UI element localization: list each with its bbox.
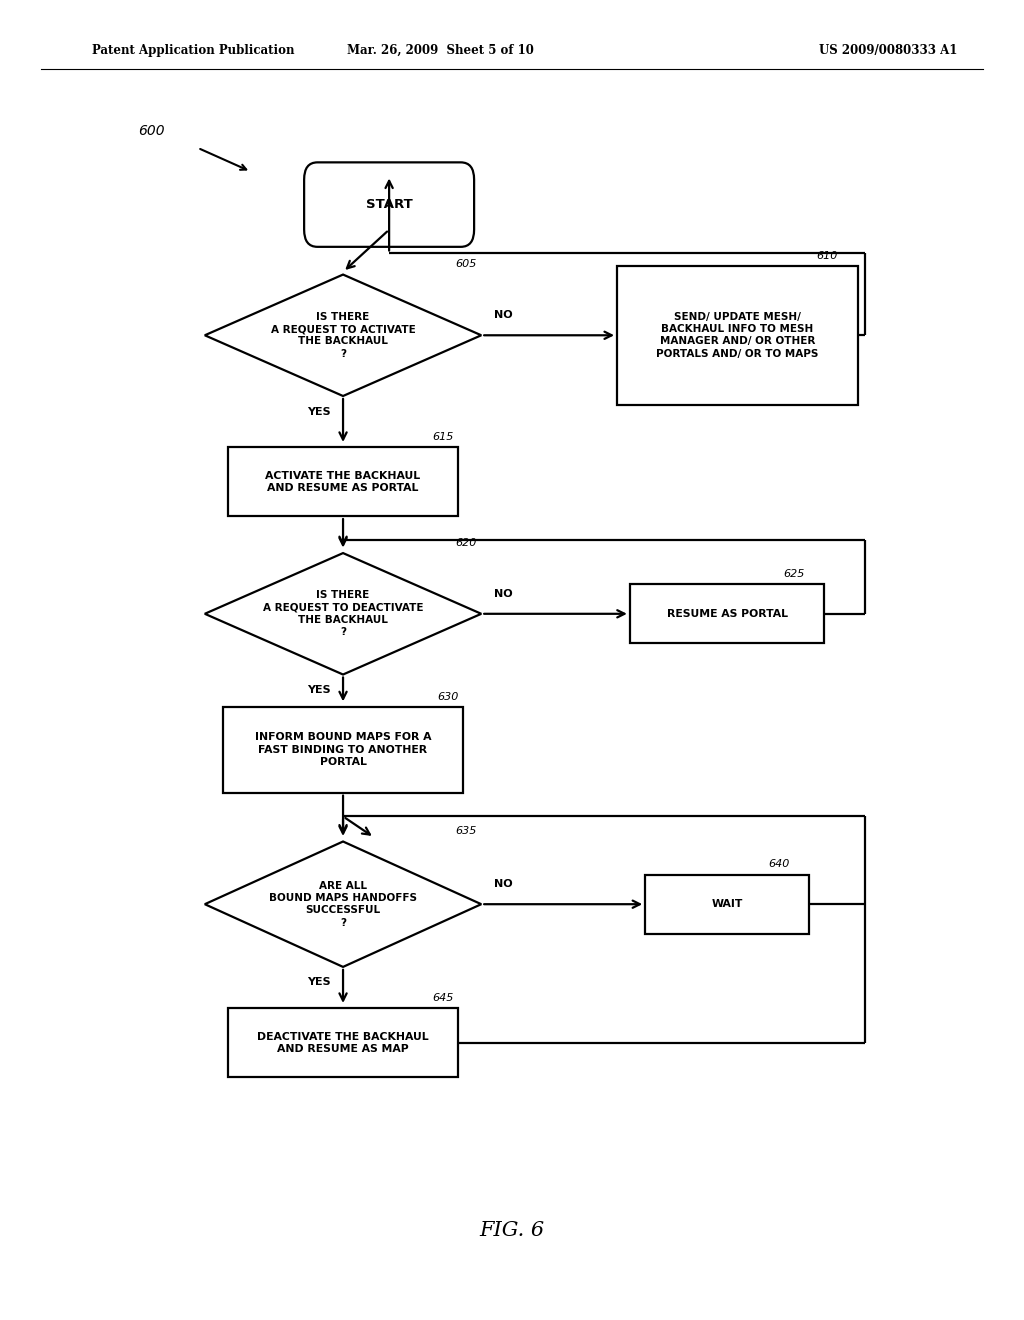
Text: DEACTIVATE THE BACKHAUL
AND RESUME AS MAP: DEACTIVATE THE BACKHAUL AND RESUME AS MA… — [257, 1032, 429, 1053]
Bar — [228, 1008, 459, 1077]
Text: 645: 645 — [432, 993, 454, 1003]
Bar — [616, 267, 858, 404]
Bar — [645, 875, 809, 935]
Text: NO: NO — [494, 589, 512, 599]
Text: YES: YES — [307, 977, 331, 987]
FancyBboxPatch shape — [304, 162, 474, 247]
Text: INFORM BOUND MAPS FOR A
FAST BINDING TO ANOTHER
PORTAL: INFORM BOUND MAPS FOR A FAST BINDING TO … — [255, 733, 431, 767]
Text: US 2009/0080333 A1: US 2009/0080333 A1 — [819, 44, 957, 57]
Text: 605: 605 — [456, 259, 477, 269]
Text: 600: 600 — [138, 124, 165, 137]
Text: ACTIVATE THE BACKHAUL
AND RESUME AS PORTAL: ACTIVATE THE BACKHAUL AND RESUME AS PORT… — [265, 471, 421, 492]
Polygon shape — [205, 275, 481, 396]
Text: START: START — [366, 198, 413, 211]
Text: ARE ALL
BOUND MAPS HANDOFFS
SUCCESSFUL
?: ARE ALL BOUND MAPS HANDOFFS SUCCESSFUL ? — [269, 880, 417, 928]
Polygon shape — [205, 553, 481, 675]
Text: YES: YES — [307, 685, 331, 696]
Text: 625: 625 — [783, 569, 805, 578]
Text: WAIT: WAIT — [712, 899, 742, 909]
Bar — [228, 447, 459, 516]
Polygon shape — [205, 842, 481, 966]
Text: IS THERE
A REQUEST TO ACTIVATE
THE BACKHAUL
?: IS THERE A REQUEST TO ACTIVATE THE BACKH… — [270, 312, 416, 359]
Text: YES: YES — [307, 407, 331, 417]
Bar — [223, 708, 463, 792]
Text: IS THERE
A REQUEST TO DEACTIVATE
THE BACKHAUL
?: IS THERE A REQUEST TO DEACTIVATE THE BAC… — [263, 590, 423, 638]
Text: Patent Application Publication: Patent Application Publication — [92, 44, 295, 57]
Text: Mar. 26, 2009  Sheet 5 of 10: Mar. 26, 2009 Sheet 5 of 10 — [347, 44, 534, 57]
Text: 635: 635 — [456, 826, 477, 837]
Text: 620: 620 — [456, 537, 477, 548]
Bar — [630, 583, 824, 643]
Text: RESUME AS PORTAL: RESUME AS PORTAL — [667, 609, 787, 619]
Text: 630: 630 — [438, 692, 459, 702]
Text: NO: NO — [494, 310, 512, 321]
Text: NO: NO — [494, 879, 512, 890]
Text: SEND/ UPDATE MESH/
BACKHAUL INFO TO MESH
MANAGER AND/ OR OTHER
PORTALS AND/ OR T: SEND/ UPDATE MESH/ BACKHAUL INFO TO MESH… — [656, 312, 818, 359]
Text: FIG. 6: FIG. 6 — [479, 1221, 545, 1239]
Text: 610: 610 — [816, 251, 838, 261]
Text: 615: 615 — [432, 432, 454, 442]
Text: 640: 640 — [768, 859, 790, 869]
